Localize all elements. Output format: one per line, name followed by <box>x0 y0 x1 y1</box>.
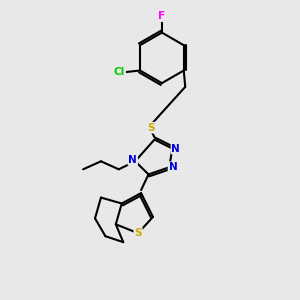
Text: N: N <box>169 162 177 172</box>
Text: Cl: Cl <box>114 67 125 77</box>
Text: N: N <box>128 155 137 165</box>
Text: N: N <box>172 143 180 154</box>
Text: S: S <box>134 228 142 238</box>
Text: S: S <box>148 123 155 133</box>
Text: F: F <box>158 11 166 21</box>
